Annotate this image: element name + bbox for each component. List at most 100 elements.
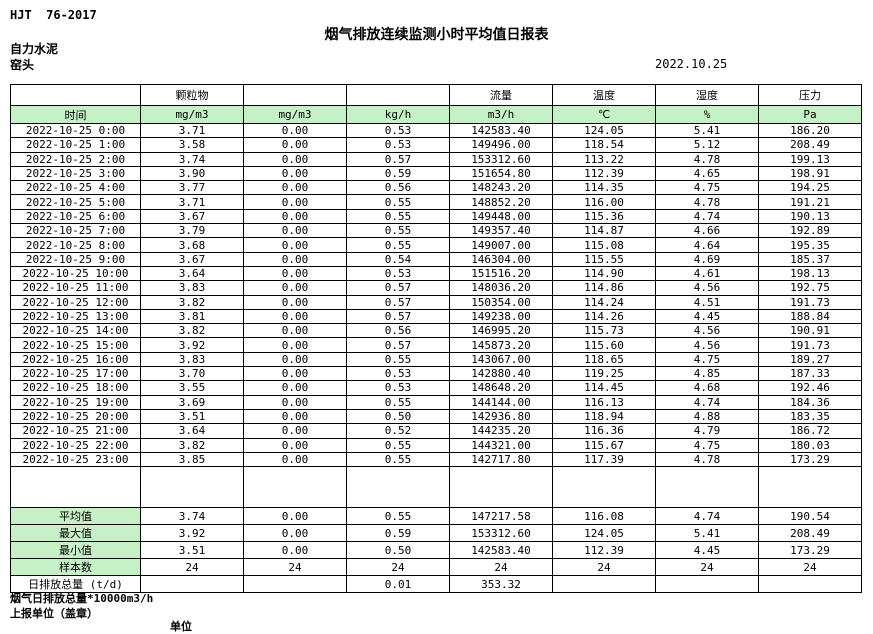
- time-cell: 2022-10-25 7:00: [10, 223, 141, 239]
- value-cell: 198.13: [758, 265, 862, 282]
- time-cell: 2022-10-25 21:00: [10, 423, 141, 439]
- time-cell: 2022-10-25 18:00: [10, 380, 141, 396]
- value-cell: 118.94: [552, 408, 656, 425]
- table-row: 2022-10-25 9:00 3.67 0.00 0.54 146304.00 115.…: [10, 251, 862, 267]
- value-cell: 3.68: [140, 237, 244, 253]
- value-cell: 208.49: [758, 137, 862, 153]
- value-cell: 148852.20: [449, 194, 553, 210]
- value-cell: 3.58: [140, 137, 244, 153]
- value-cell: 0.00: [243, 366, 347, 382]
- group-header-cell: [346, 84, 450, 106]
- value-cell: 116.36: [552, 423, 656, 439]
- unit-header-cell: mg/m3: [140, 105, 244, 124]
- summary-value-cell: 24: [140, 558, 244, 577]
- value-cell: 0.55: [346, 437, 450, 453]
- time-cell: 2022-10-25 13:00: [10, 308, 141, 325]
- value-cell: 0.50: [346, 408, 450, 425]
- table-row: 2022-10-25 18:00 3.55 0.00 0.53 148648.20 114…: [10, 380, 862, 396]
- spacer-cell: [552, 466, 656, 509]
- value-cell: 0.55: [346, 351, 450, 368]
- spacer-row: [10, 466, 862, 509]
- value-cell: 4.78: [655, 151, 759, 167]
- value-cell: 150354.00: [449, 294, 553, 310]
- value-cell: 3.83: [140, 351, 244, 368]
- spacer-cell: [243, 466, 347, 509]
- value-cell: 4.56: [655, 323, 759, 339]
- value-cell: 180.03: [758, 437, 862, 453]
- value-cell: 4.51: [655, 294, 759, 310]
- value-cell: 3.82: [140, 294, 244, 310]
- summary-value-cell: 24: [449, 558, 553, 577]
- value-cell: 3.64: [140, 423, 244, 439]
- summary-value-cell: 24: [758, 558, 862, 577]
- value-cell: 3.67: [140, 251, 244, 267]
- summary-label-cell: 平均值: [10, 507, 141, 526]
- value-cell: 3.77: [140, 180, 244, 196]
- value-cell: 3.90: [140, 165, 244, 182]
- summary-body: 平均值 3.74 0.00 0.55 147217.58 116.08 4.74 190.54…: [10, 507, 862, 594]
- value-cell: 4.78: [655, 451, 759, 468]
- value-cell: 0.00: [243, 437, 347, 453]
- value-cell: 115.08: [552, 237, 656, 253]
- value-cell: 0.00: [243, 122, 347, 139]
- report-date: 2022.10.25: [655, 57, 728, 71]
- value-cell: 184.36: [758, 394, 862, 410]
- value-cell: 0.52: [346, 423, 450, 439]
- time-cell: 2022-10-25 14:00: [10, 323, 141, 339]
- value-cell: 0.57: [346, 280, 450, 296]
- table-row: 2022-10-25 19:00 3.69 0.00 0.55 144144.00 116…: [10, 394, 862, 410]
- value-cell: 3.70: [140, 366, 244, 382]
- value-cell: 0.57: [346, 151, 450, 167]
- value-cell: 4.64: [655, 237, 759, 253]
- value-cell: 3.82: [140, 437, 244, 453]
- table-row: 2022-10-25 16:00 3.83 0.00 0.55 143067.00 118…: [10, 351, 862, 368]
- value-cell: 0.00: [243, 308, 347, 325]
- summary-value-cell: 3.74: [140, 507, 244, 526]
- summary-value-cell: [140, 575, 244, 594]
- value-cell: 3.71: [140, 122, 244, 139]
- value-cell: 144321.00: [449, 437, 553, 453]
- value-cell: 149357.40: [449, 223, 553, 239]
- summary-label-cell: 日排放总量 (t/d): [10, 575, 141, 594]
- value-cell: 153312.60: [449, 151, 553, 167]
- table-row: 2022-10-25 3:00 3.90 0.00 0.59 151654.80 112.…: [10, 165, 862, 182]
- report-table: 颗粒物 流量 温度 湿度 压力 时间 mg/m3 mg/m3 kg/h m3/h ℃% Pa 202…: [10, 84, 862, 594]
- time-cell: 2022-10-25 17:00: [10, 366, 141, 382]
- table-row: 2022-10-25 10:00 3.64 0.00 0.53 151516.20 114…: [10, 265, 862, 282]
- value-cell: 0.00: [243, 223, 347, 239]
- summary-label-cell: 最小值: [10, 541, 141, 560]
- summary-value-cell: 24: [552, 558, 656, 577]
- value-cell: 0.00: [243, 194, 347, 210]
- value-cell: 148036.20: [449, 280, 553, 296]
- table-row: 2022-10-25 17:00 3.70 0.00 0.53 142880.40 119…: [10, 366, 862, 382]
- value-cell: 185.37: [758, 251, 862, 267]
- summary-value-cell: 208.49: [758, 524, 862, 543]
- summary-value-cell: 0.59: [346, 524, 450, 543]
- value-cell: 195.35: [758, 237, 862, 253]
- value-cell: 0.56: [346, 180, 450, 196]
- value-cell: 117.39: [552, 451, 656, 468]
- value-cell: 3.55: [140, 380, 244, 396]
- value-cell: 4.75: [655, 351, 759, 368]
- table-row: 2022-10-25 23:00 3.85 0.00 0.55 142717.80 117…: [10, 451, 862, 468]
- table-row: 2022-10-25 7:00 3.79 0.00 0.55 149357.40 114.…: [10, 223, 862, 239]
- value-cell: 191.21: [758, 194, 862, 210]
- value-cell: 0.00: [243, 180, 347, 196]
- time-cell: 2022-10-25 12:00: [10, 294, 141, 310]
- value-cell: 4.74: [655, 394, 759, 410]
- value-cell: 142936.80: [449, 408, 553, 425]
- summary-value-cell: 173.29: [758, 541, 862, 560]
- value-cell: 0.55: [346, 194, 450, 210]
- value-cell: 0.53: [346, 366, 450, 382]
- value-cell: 0.55: [346, 394, 450, 410]
- value-cell: 194.25: [758, 180, 862, 196]
- summary-value-cell: 3.51: [140, 541, 244, 560]
- summary-value-cell: 0.55: [346, 507, 450, 526]
- value-cell: 4.56: [655, 280, 759, 296]
- value-cell: 148243.20: [449, 180, 553, 196]
- table-row: 2022-10-25 1:00 3.58 0.00 0.53 149496.00 118.…: [10, 137, 862, 153]
- value-cell: 191.73: [758, 337, 862, 353]
- unit-header-cell: mg/m3: [243, 105, 347, 124]
- value-cell: 4.88: [655, 408, 759, 425]
- value-cell: 4.65: [655, 165, 759, 182]
